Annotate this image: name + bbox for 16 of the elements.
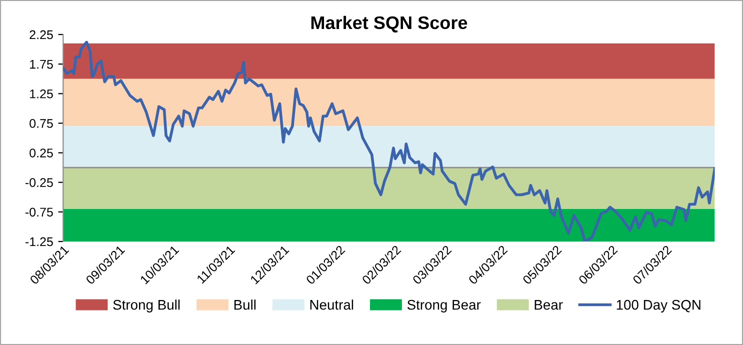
legend-label: Bear xyxy=(534,300,563,310)
chart-title: Market SQN Score xyxy=(311,16,468,32)
legend-label: Neutral xyxy=(310,300,354,310)
y-tick-label: -0.25 xyxy=(26,178,53,188)
y-tick-label: -1.25 xyxy=(26,237,53,246)
y-tick-label: -0.75 xyxy=(26,208,53,217)
y-tick-label: 2.25 xyxy=(30,30,53,40)
y-tick-label: 0.25 xyxy=(30,148,53,158)
legend-label: Strong Bear xyxy=(407,300,481,312)
legend-label: 100 Day SQN xyxy=(616,300,700,312)
legend-label: Strong Bull xyxy=(113,300,180,312)
line-series xyxy=(63,40,715,242)
y-tick-label: 1.75 xyxy=(30,60,53,69)
y-tick-label: 0.75 xyxy=(30,119,53,128)
legend-label: Bull xyxy=(234,300,256,310)
y-tick-label: 1.25 xyxy=(30,89,53,98)
